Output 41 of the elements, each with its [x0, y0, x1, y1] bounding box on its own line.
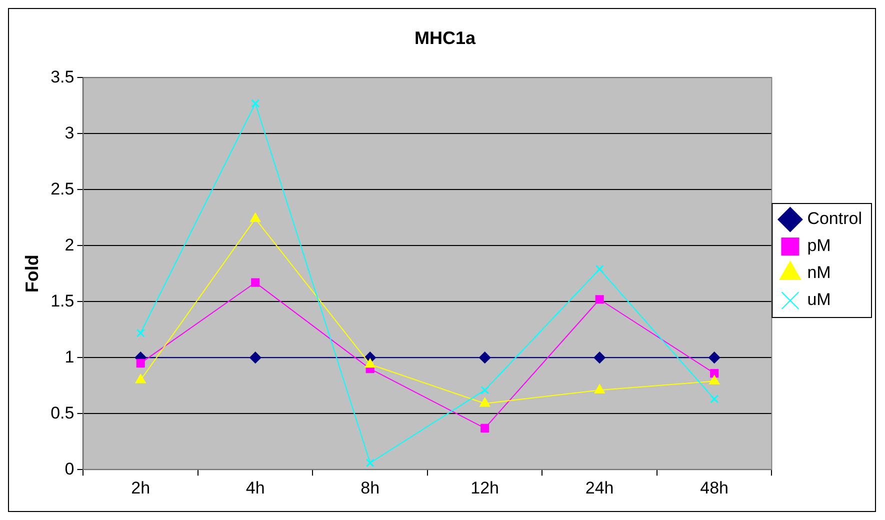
legend-label: uM — [807, 290, 831, 310]
point — [251, 99, 260, 108]
chart-title: MHC1a — [414, 28, 476, 48]
point — [594, 352, 606, 364]
y-tick-label: 0 — [64, 459, 74, 478]
point — [595, 295, 604, 304]
y-tick-label: 2.5 — [50, 179, 74, 198]
y-tick-label: 1.5 — [50, 291, 74, 310]
point — [136, 328, 145, 338]
y-tick-label: 0.5 — [50, 403, 74, 422]
point — [710, 368, 719, 378]
point — [250, 352, 262, 364]
point — [594, 384, 605, 394]
point — [365, 358, 376, 368]
legend-label: nM — [807, 263, 831, 282]
point — [136, 358, 145, 368]
point — [480, 424, 490, 432]
point — [709, 375, 720, 384]
x-tick-label: 24h — [585, 478, 614, 498]
x-tick-label: 12h — [470, 478, 500, 498]
point — [480, 398, 490, 407]
y-axis-title: Fold — [22, 254, 42, 293]
x-tick-label: 2h — [131, 478, 150, 498]
point — [595, 264, 604, 274]
point — [136, 374, 146, 384]
legend-label: pM — [807, 236, 831, 256]
point — [250, 212, 260, 222]
x-tick-label: 4h — [246, 478, 265, 498]
point — [479, 352, 491, 364]
y-tick-label: 1 — [64, 347, 74, 366]
point — [708, 352, 720, 364]
y-tick-label: 3 — [64, 123, 74, 142]
x-tick-label: 48h — [700, 478, 729, 498]
legend-label: Control — [807, 209, 862, 228]
point — [710, 394, 719, 404]
y-tick-label: 3.5 — [50, 67, 74, 86]
y-tick-label: 2 — [64, 235, 74, 254]
point — [251, 278, 260, 287]
x-tick-label: 8h — [360, 478, 380, 498]
point — [480, 386, 490, 394]
point — [366, 458, 374, 468]
